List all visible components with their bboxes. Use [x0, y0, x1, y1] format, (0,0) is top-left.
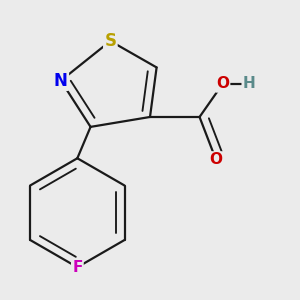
Text: H: H — [243, 76, 255, 92]
Text: N: N — [54, 72, 68, 90]
Text: S: S — [104, 32, 116, 50]
Text: O: O — [209, 152, 223, 167]
Text: F: F — [72, 260, 82, 275]
Text: O: O — [216, 76, 229, 92]
